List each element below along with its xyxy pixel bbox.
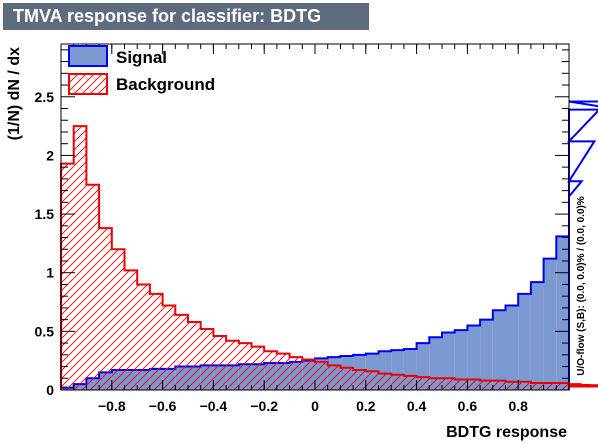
background-bin (86, 184, 100, 390)
background-bin (162, 305, 176, 390)
background-bin (556, 382, 569, 390)
signal-bin (556, 236, 569, 390)
background-outline (60, 125, 598, 390)
x-tick-label: 0 (311, 398, 319, 414)
y-tick-label: 0.5 (35, 323, 55, 339)
background-bin (99, 228, 112, 390)
background-bin (124, 270, 138, 390)
background-bin (276, 353, 290, 390)
background-bin (327, 365, 341, 390)
background-bin (238, 343, 252, 390)
y-tick-label: 2 (46, 147, 54, 163)
background-bin (149, 293, 163, 390)
x-tick-label: −0.4 (200, 398, 228, 414)
background-bin (467, 379, 481, 390)
y-tick-labels: 0 0.5 1 1.5 2 2.5 (35, 89, 55, 398)
signal-bin (467, 325, 481, 390)
background-bin (73, 126, 87, 391)
signal-bin (543, 258, 557, 390)
signal-bin (530, 282, 544, 390)
background-bin (188, 321, 201, 390)
legend-signal-label: Signal (116, 48, 167, 67)
x-tick-label: 0.4 (407, 398, 427, 414)
x-tick-labels: −0.8 −0.6 −0.4 −0.2 0 0.2 0.4 0.6 0.8 (98, 398, 528, 414)
x-tick-label: 0.6 (458, 398, 478, 414)
background-bin (226, 340, 239, 390)
background-bin (442, 378, 455, 390)
legend-background-swatch (68, 73, 108, 95)
background-bin (289, 357, 303, 390)
signal-bin (442, 332, 455, 390)
signal-bin (492, 310, 506, 390)
background-bin (378, 373, 392, 390)
background-bin (213, 336, 227, 390)
x-tick-label: −0.2 (250, 398, 278, 414)
background-bin (480, 380, 493, 390)
y-axis-title: (1/N) dN / dx (6, 47, 23, 140)
background-bin (264, 351, 277, 390)
background-bin (137, 284, 150, 390)
background-bin (365, 371, 379, 390)
y-tick-label: 2.5 (35, 89, 55, 105)
background-bin (61, 163, 74, 390)
background-bin (111, 249, 125, 390)
background-bars (61, 126, 569, 391)
x-tick-label: 0.8 (508, 398, 528, 414)
x-tick-label: −0.6 (149, 398, 177, 414)
overflow-note: U/O-flow (S,B): (0.0, 0.0)% / (0.0, 0.0)… (576, 196, 587, 376)
chart-title: TMVA response for classifier: BDTG (3, 3, 369, 30)
legend: Signal Background (68, 45, 215, 95)
legend-signal-swatch (68, 45, 108, 67)
background-bin (543, 382, 557, 390)
background-bin (416, 377, 430, 390)
background-bin (251, 346, 265, 390)
background-bin (454, 379, 468, 390)
background-bin (353, 370, 366, 390)
x-tick-label: 0.2 (356, 398, 376, 414)
y-tick-label: 1 (46, 265, 54, 281)
background-bin (403, 375, 417, 390)
signal-bin (429, 337, 442, 390)
background-bin (175, 314, 188, 390)
background-bin (340, 367, 354, 390)
signal-bin (518, 293, 531, 390)
signal-bin (454, 330, 468, 390)
background-bin (530, 382, 544, 390)
background-bin (492, 380, 506, 390)
y-tick-label: 1.5 (35, 206, 55, 222)
signal-bin (505, 305, 519, 390)
background-bin (200, 329, 214, 390)
signal-bin (480, 319, 493, 390)
x-axis-title: BDTG response (446, 424, 567, 441)
legend-background-label: Background (116, 75, 215, 94)
background-bin (302, 359, 315, 390)
background-bin (429, 378, 442, 390)
x-tick-label: −0.8 (98, 398, 126, 414)
axis-ticks (61, 44, 569, 391)
y-tick-label: 0 (46, 382, 54, 398)
background-bin (505, 381, 519, 390)
background-bin (518, 381, 531, 390)
background-bin (315, 361, 328, 390)
background-bin (391, 374, 404, 390)
